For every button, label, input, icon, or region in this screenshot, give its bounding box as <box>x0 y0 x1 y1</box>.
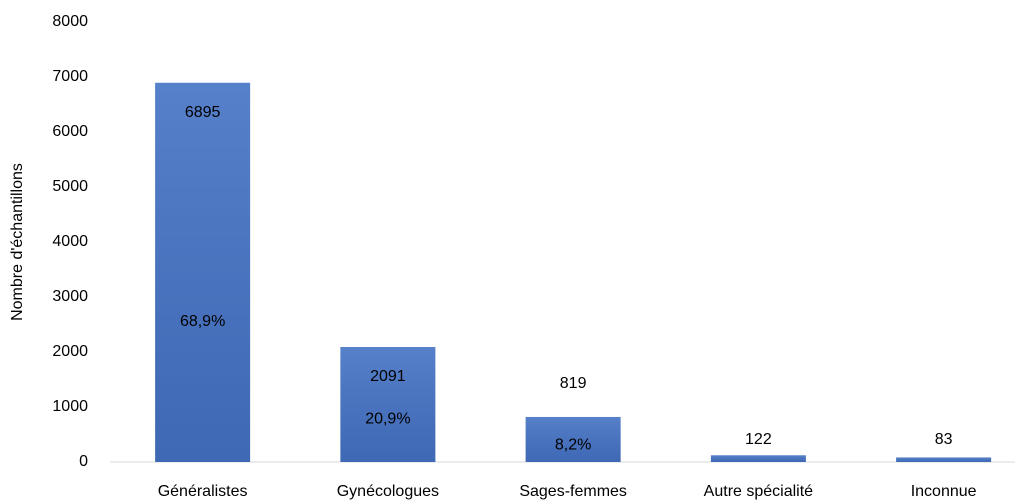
value-label: 83 <box>935 431 953 448</box>
value-label: 122 <box>745 431 772 448</box>
bar-shade <box>525 416 621 462</box>
y-tick-label: 0 <box>79 453 88 470</box>
bar-shade <box>710 455 806 462</box>
x-tick-label: Autre spécialité <box>704 483 813 500</box>
value-label: 6895 <box>185 104 221 121</box>
y-tick-label: 2000 <box>52 343 88 360</box>
x-tick-label: Sages-femmes <box>519 483 627 500</box>
y-tick-label: 3000 <box>52 288 88 305</box>
value-label: 819 <box>560 375 587 392</box>
bar-shade <box>155 82 251 463</box>
percent-label: 8,2% <box>555 437 591 454</box>
bar-shade <box>340 346 436 462</box>
bar-shade <box>896 457 992 462</box>
y-tick-label: 4000 <box>52 233 88 250</box>
percent-label: 68,9% <box>180 313 225 330</box>
percent-label: 20,9% <box>365 411 410 428</box>
y-tick-label: 7000 <box>52 68 88 85</box>
x-tick-label: Inconnue <box>911 483 977 500</box>
value-label: 2091 <box>370 368 406 385</box>
y-axis-title: Nombre d'échantillons <box>9 163 26 321</box>
x-tick-label: Généralistes <box>158 483 248 500</box>
x-tick-label: Gynécologues <box>337 483 439 500</box>
y-tick-label: 8000 <box>52 13 88 30</box>
y-tick-label: 5000 <box>52 178 88 195</box>
y-tick-label: 1000 <box>52 398 88 415</box>
y-tick-label: 6000 <box>52 123 88 140</box>
